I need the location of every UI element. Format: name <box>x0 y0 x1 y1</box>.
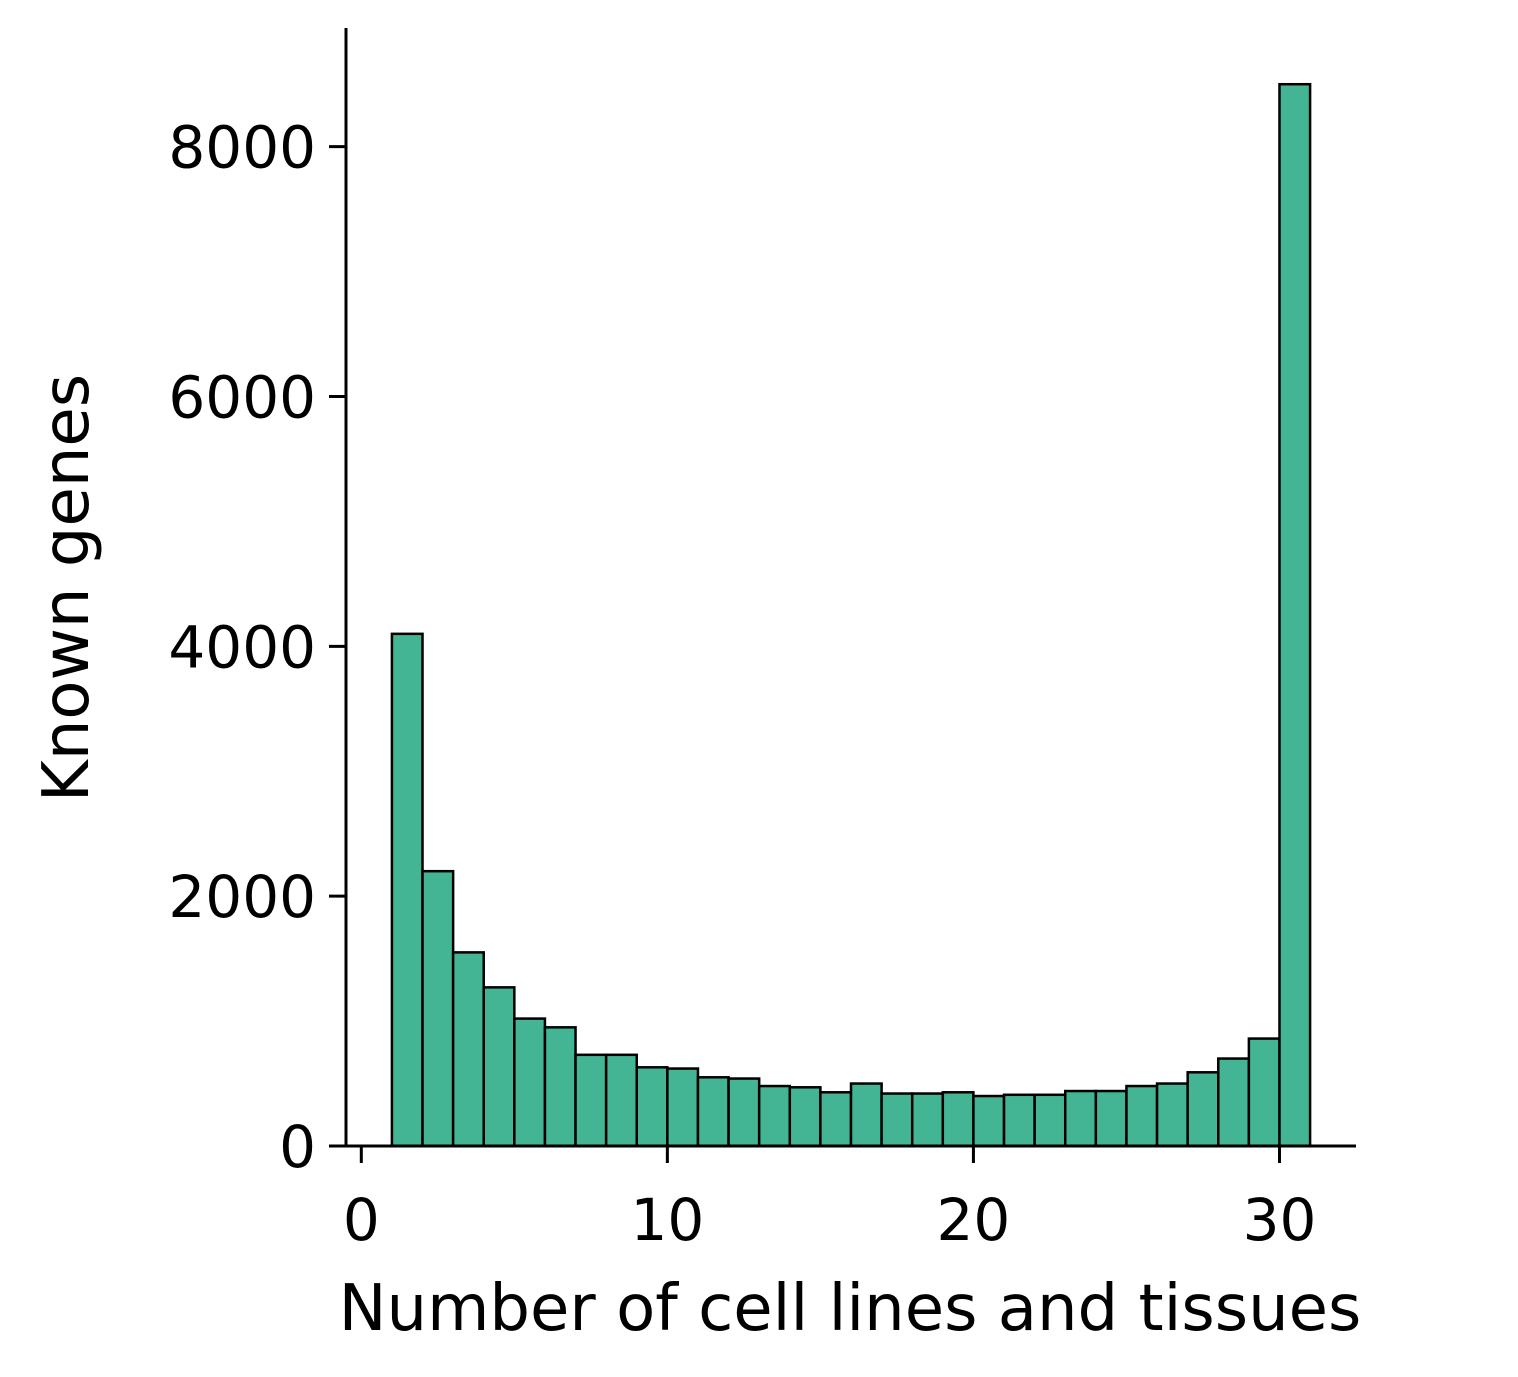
y-axis-label: Known genes <box>30 374 104 802</box>
histogram-bar <box>972 1094 1006 1148</box>
histogram-bar <box>635 1066 669 1148</box>
histogram-bar <box>543 1026 577 1148</box>
histogram-bar <box>421 869 455 1148</box>
histogram-bar <box>1155 1082 1189 1148</box>
histogram-bar <box>666 1067 700 1148</box>
x-tick-label: 30 <box>1243 1186 1317 1254</box>
bars-group <box>390 82 1312 1148</box>
x-axis-label: Number of cell lines and tissues <box>339 1272 1362 1346</box>
histogram-bar <box>513 1017 547 1148</box>
histogram-bar <box>727 1077 761 1148</box>
axes-group: 0 2000 4000 6000 8000 0 10 20 30 <box>168 28 1356 1254</box>
histogram-bar <box>880 1092 914 1148</box>
y-tick-label: 6000 <box>168 364 316 432</box>
histogram-bar <box>482 986 516 1148</box>
histogram-bar <box>604 1053 639 1148</box>
histogram-bar <box>941 1091 975 1148</box>
y-tick-label: 4000 <box>168 613 316 681</box>
x-tick-label: 20 <box>937 1186 1011 1254</box>
histogram-bar <box>696 1076 730 1148</box>
x-tick-label: 10 <box>630 1186 704 1254</box>
histogram-bar <box>451 951 485 1148</box>
histogram-bar <box>390 632 424 1148</box>
histogram-bar <box>1247 1037 1281 1148</box>
y-tick-label: 2000 <box>168 863 316 931</box>
histogram-bar <box>849 1082 883 1148</box>
histogram-bar <box>1063 1089 1098 1148</box>
histogram-bar <box>1186 1071 1220 1148</box>
histogram-bar <box>788 1086 822 1148</box>
histogram-bar <box>1278 82 1312 1148</box>
histogram-bar <box>1094 1089 1128 1148</box>
histogram-bar <box>1002 1093 1036 1148</box>
x-tick-label: 0 <box>343 1186 380 1254</box>
histogram-bar <box>1125 1084 1159 1148</box>
y-tick-label: 8000 <box>168 114 316 182</box>
histogram-bar <box>574 1053 608 1148</box>
histogram-bar <box>910 1092 945 1148</box>
histogram-bar <box>1033 1093 1067 1148</box>
histogram-bar <box>819 1091 853 1148</box>
histogram-bar <box>1217 1057 1251 1148</box>
y-tick-label: 0 <box>279 1113 316 1181</box>
histogram-bar <box>757 1084 792 1148</box>
